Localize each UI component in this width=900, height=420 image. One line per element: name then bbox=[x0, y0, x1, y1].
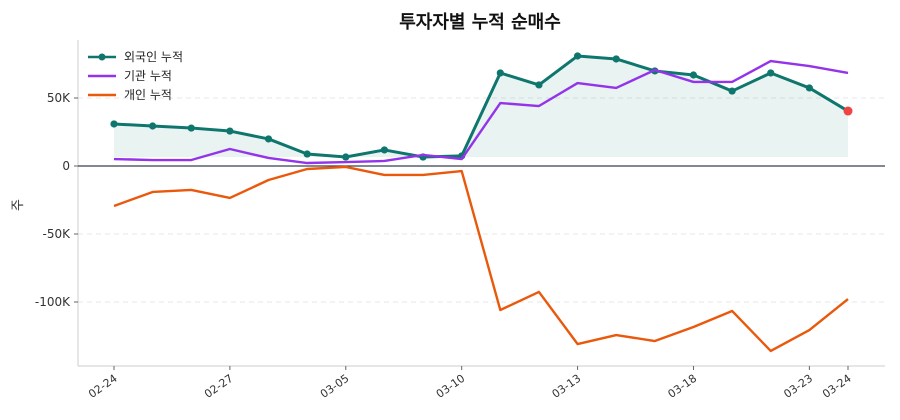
chart-title: 투자자별 누적 순매수 bbox=[399, 12, 561, 33]
x-tick-label: 03-24 bbox=[820, 372, 854, 401]
y-tick-label: -100K bbox=[35, 295, 71, 309]
x-tick-label: 03-18 bbox=[666, 372, 700, 401]
data-point bbox=[689, 71, 698, 79]
data-point bbox=[342, 153, 350, 161]
data-point bbox=[767, 69, 775, 77]
data-point bbox=[264, 135, 273, 143]
x-tick-label: 03-23 bbox=[781, 372, 815, 401]
data-point bbox=[573, 52, 582, 60]
data-point bbox=[805, 84, 813, 92]
legend-label: 외국인 누적 bbox=[124, 50, 183, 64]
data-point bbox=[843, 106, 853, 116]
y-tick-label: 50K bbox=[47, 91, 71, 105]
legend-marker bbox=[98, 53, 106, 61]
series-line-2 bbox=[113, 165, 849, 353]
data-point bbox=[535, 81, 543, 89]
data-point bbox=[149, 122, 157, 130]
data-point bbox=[496, 69, 504, 77]
x-tick-label: 02-24 bbox=[86, 372, 120, 401]
data-point bbox=[728, 87, 736, 95]
data-point bbox=[303, 150, 311, 158]
data-point bbox=[187, 124, 195, 132]
data-point bbox=[612, 55, 620, 63]
area-fill-0 bbox=[114, 55, 848, 158]
data-point bbox=[110, 120, 118, 128]
x-tick-label: 03-05 bbox=[318, 372, 352, 401]
x-tick-label: 03-10 bbox=[434, 372, 468, 401]
x-tick-label: 02-27 bbox=[202, 372, 236, 401]
y-axis-label: 주 bbox=[11, 199, 26, 211]
legend-label: 기관 누적 bbox=[124, 69, 172, 83]
y-tick-label: 0 bbox=[62, 159, 70, 173]
data-point bbox=[226, 127, 234, 135]
data-point bbox=[380, 146, 389, 154]
x-tick-label: 03-13 bbox=[550, 372, 584, 401]
legend-label: 개인 누적 bbox=[124, 88, 172, 102]
series-line-0 bbox=[113, 54, 849, 159]
series-line-1 bbox=[113, 59, 849, 165]
y-tick-label: -50K bbox=[43, 227, 72, 241]
